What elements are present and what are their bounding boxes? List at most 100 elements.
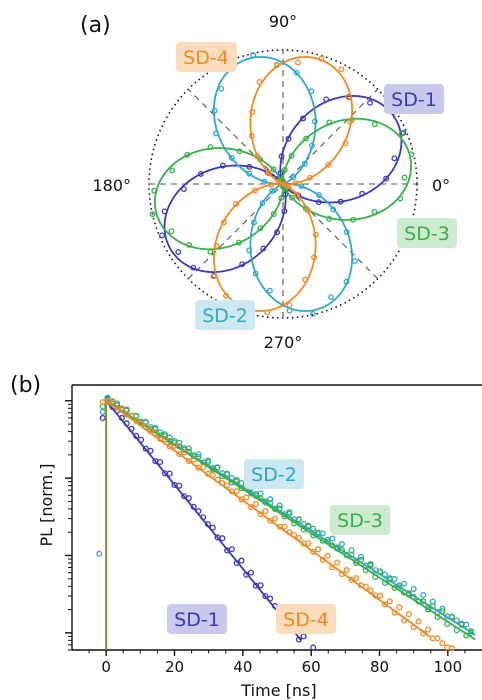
polar-point-sd1 [315,199,322,206]
decay-point-sd1 [310,644,317,651]
decay-point-sd1 [247,569,255,576]
decay-point-sd3 [458,620,465,627]
decay-tag-sd4: SD-4 [276,604,336,634]
decay-point-sd4 [142,423,149,431]
polar-point-sd3 [401,174,408,181]
decay-point-sd1 [137,436,145,443]
decay-point-sd4 [209,471,216,479]
decay-point-sd3 [424,606,432,613]
decay-point-sd2 [439,605,446,612]
polar-point-sd4 [213,243,220,249]
polar-point-sd1 [219,162,226,169]
x-axis-label: Time [ns] [240,681,316,700]
polar-point-sd4 [338,66,345,73]
decay-point-sd4 [405,610,412,618]
polar-point-sd2 [308,88,315,95]
polar-point-sd2 [343,228,350,235]
decay-point-sd2 [329,535,336,542]
polar-point-sd3 [408,151,415,158]
decay-point-sd3 [434,614,441,621]
decay-point-sd4 [171,442,178,449]
decay-point-sd4 [434,635,441,642]
decay-point-sd3 [281,513,288,520]
polar-series [149,52,415,317]
x-tick-label: 20 [165,658,184,676]
polar-point-sd4 [268,181,275,188]
polar-point-sd3 [186,241,193,248]
decay-point-sd4 [161,436,168,443]
decay-point-sd1 [233,559,240,566]
decay-point-sd4 [214,476,221,483]
decay-point-sd3 [305,522,312,529]
polar-point-sd1 [300,115,306,122]
polar-point-sd3 [326,119,333,126]
decay-point-sd2 [238,479,245,487]
polar-point-sd3 [303,135,310,142]
polar-point-sd2 [251,219,257,226]
decay-point-sd1 [166,470,173,477]
polar-point-sd4 [254,153,261,160]
decay-point-sd1 [185,495,192,502]
polar-point-sd1 [391,155,398,162]
polar-point-sd3 [270,166,277,173]
decay-point-sd4 [424,626,432,633]
polar-point-sd1 [180,186,187,193]
decay-point-sd4 [247,503,255,511]
polar-point-sd2 [290,174,297,181]
decay-point-sd3 [252,490,259,498]
decay-point-sd3 [219,473,226,480]
polar-point-sd2 [293,69,300,76]
polar-point-sd4 [313,231,319,238]
decay-point-sd2 [96,550,103,557]
polar-point-sd1 [323,96,330,103]
polar-point-sd2 [311,118,318,125]
decay-point-sd4 [128,412,135,419]
decay-point-sd4 [133,417,140,424]
decay-point-sd1 [181,493,188,500]
decay-point-sd1 [228,546,235,553]
polar-point-sd1 [285,135,292,142]
decay-point-sd3 [353,559,360,566]
angle-label-180: 180° [92,176,131,195]
decay-point-sd4 [190,456,197,463]
polar-point-sd3 [350,216,357,223]
decay-point-sd4 [410,624,417,631]
decay-point-sd1 [142,445,149,452]
decay-point-sd3 [286,510,293,517]
decay-point-sd4 [353,575,360,582]
decay-point-sd4 [252,500,259,508]
decay-point-sd4 [109,397,116,405]
decay-point-sd4 [420,630,427,637]
decay-point-sd1 [157,458,164,466]
decay-point-sd3 [372,573,379,580]
polar-point-sd1 [190,264,197,271]
decay-point-sd1 [133,432,140,440]
polar-point-sd4 [311,254,318,261]
decay-point-sd2 [310,525,317,532]
polar-point-sd4 [223,292,230,299]
polar-point-sd4 [302,276,309,283]
decay-point-sd1 [257,582,264,589]
decay-point-sd4 [286,529,293,536]
polar-point-sd2 [316,192,322,198]
x-tick-label: 80 [370,658,389,676]
polar-point-sd1 [274,229,281,236]
polar-point-sd3 [281,166,288,173]
polar-point-sd4 [345,94,352,101]
polar-point-sd2 [286,307,293,314]
polar-point-sd4 [221,219,227,226]
decay-point-sd4 [319,556,326,563]
panel-b-label: (b) [10,373,41,398]
decay-point-sd4 [334,559,341,566]
decay-point-sd3 [334,544,341,551]
polar-point-sd2 [298,183,305,190]
polar-fit-sd4 [212,56,354,312]
decay-point-sd3 [381,579,389,586]
decay-point-sd3 [396,582,403,589]
decay-point-sd4 [295,534,302,541]
polar-point-sd4 [286,302,293,309]
polar-point-sd3 [288,152,295,159]
decay-point-sd4 [343,567,350,574]
decay-point-sd4 [362,583,369,590]
